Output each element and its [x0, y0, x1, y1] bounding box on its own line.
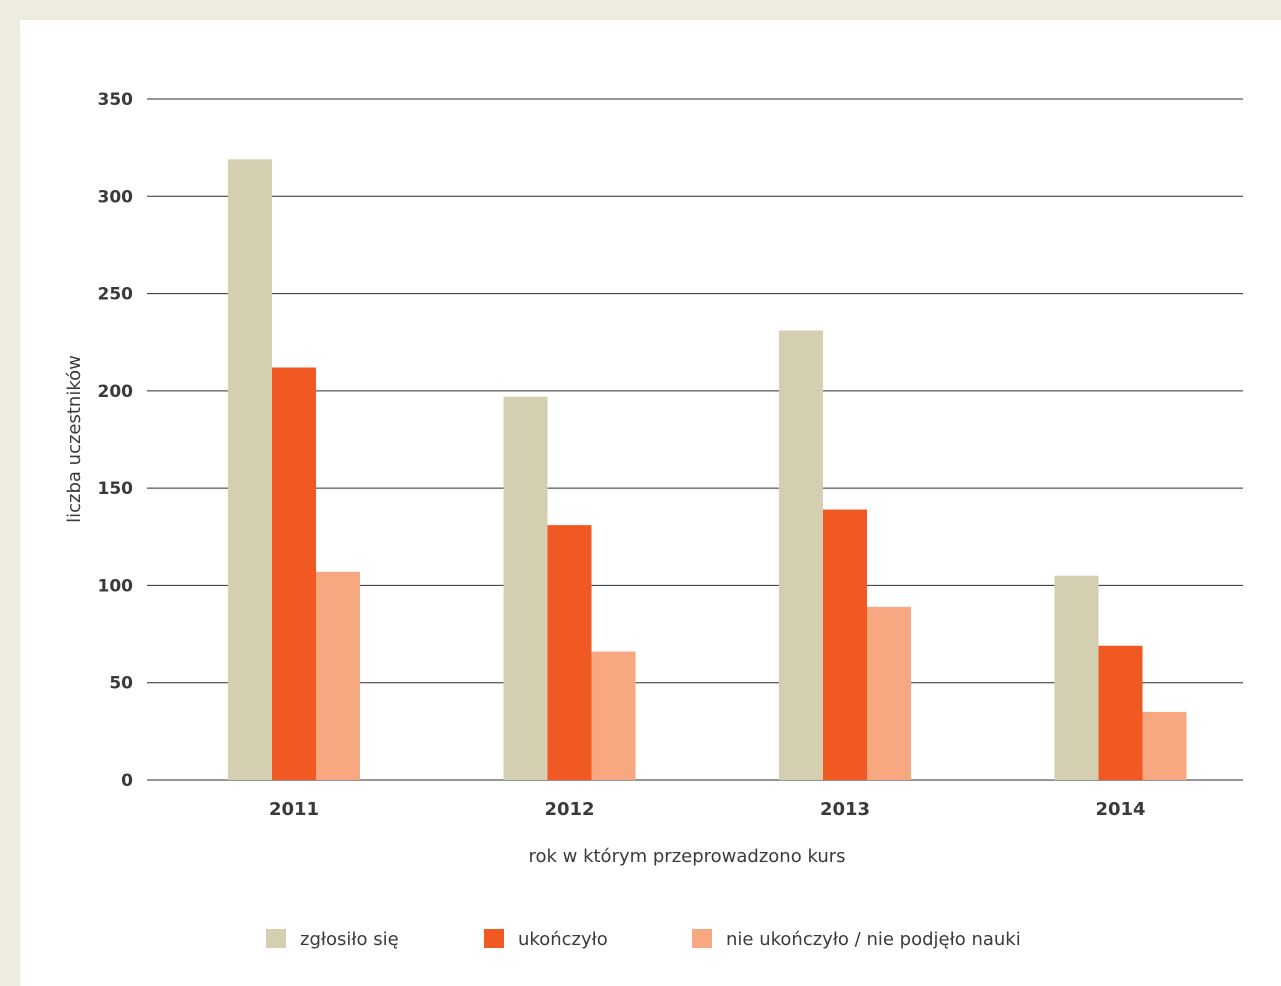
bar-2013-series-2 — [823, 509, 867, 780]
legend-label: zgłosiło się — [300, 929, 399, 950]
y-axis-label: liczba uczestników — [64, 355, 85, 523]
y-tick-label: 0 — [121, 771, 133, 791]
x-axis-label: rok w którym przeprowadzono kurs — [528, 846, 845, 867]
bars — [228, 159, 1187, 780]
y-tick-label: 100 — [98, 576, 134, 596]
x-tick-label: 2012 — [544, 799, 594, 820]
legend-swatch — [266, 929, 286, 948]
y-tick-label: 350 — [98, 90, 134, 110]
y-tick-label: 50 — [109, 674, 133, 694]
x-tick-label: 2013 — [820, 799, 870, 820]
bar-2011-series-3 — [316, 571, 360, 780]
y-tick-label: 200 — [98, 382, 134, 402]
legend-swatch — [484, 929, 504, 948]
bar-2014-series-3 — [1142, 711, 1187, 780]
legend-label: ukończyło — [518, 929, 608, 950]
bar-2013-series-1 — [779, 330, 823, 780]
y-tick-label: 150 — [98, 479, 134, 499]
bar-2012-series-2 — [547, 525, 592, 780]
bar-2012-series-1 — [503, 396, 548, 780]
legend: zgłosiło się ukończyło nie ukończyło / nie… — [266, 929, 1021, 950]
bar-2014-series-2 — [1098, 645, 1143, 780]
legend-label: nie ukończyło / nie podjęło nauki — [726, 929, 1021, 950]
y-tick-label: 300 — [98, 187, 134, 207]
x-tick-label: 2011 — [269, 799, 319, 820]
y-tick-label: 250 — [98, 285, 134, 305]
bar-2011-series-1 — [228, 159, 272, 780]
bar-2012-series-3 — [591, 651, 636, 780]
x-tick-labels: 2011 2012 2013 2014 — [269, 799, 1146, 820]
legend-swatch — [692, 929, 712, 948]
y-tick-labels: 0 50 100 150 200 250 300 350 — [98, 90, 134, 791]
bar-2013-series-3 — [867, 606, 911, 780]
bar-2011-series-2 — [272, 367, 316, 780]
bar-2014-series-1 — [1054, 575, 1099, 780]
x-tick-label: 2014 — [1095, 799, 1145, 820]
